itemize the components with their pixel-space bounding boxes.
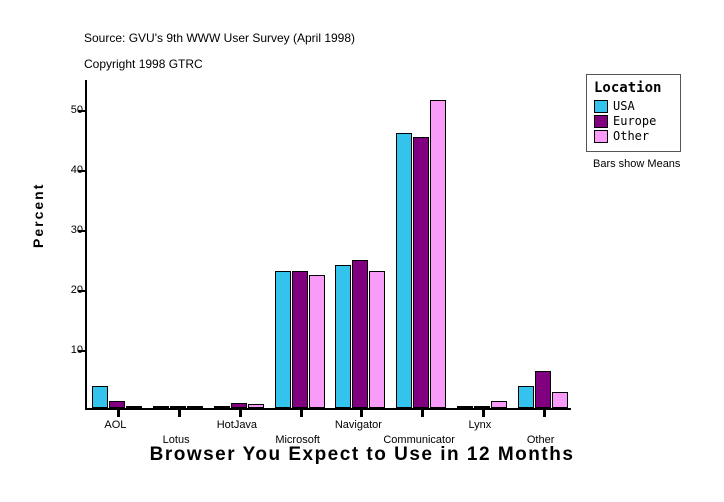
y-axis-tick-label: 20 [70, 284, 83, 296]
bar-group [153, 80, 204, 408]
y-axis-title: Percent [30, 182, 46, 248]
bar-group [517, 80, 568, 408]
bar [396, 133, 413, 408]
x-axis-tick [481, 408, 485, 417]
bar [534, 371, 551, 408]
bar [369, 271, 386, 408]
bar [187, 406, 204, 408]
x-axis-category-label: Other [526, 434, 555, 446]
x-axis-tick [299, 408, 303, 417]
bar-group [274, 80, 325, 408]
bar [413, 137, 430, 408]
x-axis-category-label: Communicator [383, 434, 455, 446]
legend-swatch [594, 129, 608, 143]
bar [430, 100, 447, 408]
y-axis-tick [78, 290, 87, 292]
y-axis-tick-label: 50 [70, 104, 83, 116]
bar [170, 406, 187, 408]
bar [551, 392, 568, 408]
legend-item-label: Europe [613, 114, 657, 128]
legend-item: Other [594, 129, 673, 143]
y-axis-tick-label: 30 [70, 224, 83, 236]
bar-group [456, 80, 507, 408]
x-axis-category-label: Navigator [334, 419, 382, 431]
y-axis-tick-label: 10 [70, 344, 83, 356]
bar [335, 264, 352, 408]
bar-group [396, 80, 447, 408]
bar [352, 260, 369, 408]
bar [291, 271, 308, 408]
y-axis-tick [78, 230, 87, 232]
bar [213, 406, 230, 408]
legend-item: USA [594, 99, 673, 113]
x-axis-category-label: Lotus [162, 434, 190, 446]
y-axis-tick-label: 40 [70, 164, 83, 176]
x-axis-category-label: HotJava [216, 419, 258, 431]
legend-swatch [594, 99, 608, 113]
x-axis-category-label: Lynx [468, 419, 492, 431]
bar [92, 386, 109, 408]
bar [473, 406, 490, 408]
y-axis-tick [78, 350, 87, 352]
x-axis-tick [542, 408, 546, 417]
bar-group [335, 80, 386, 408]
plot-area [87, 80, 571, 408]
legend-item-label: Other [613, 129, 650, 143]
bar [517, 386, 534, 408]
copyright-caption: Copyright 1998 GTRC [84, 57, 203, 71]
y-axis-tick [78, 170, 87, 172]
bar [490, 401, 507, 408]
legend-title: Location [594, 80, 662, 96]
x-axis-tick [178, 408, 182, 417]
x-axis-tick [238, 408, 242, 417]
x-axis-tick [360, 408, 364, 417]
source-caption: Source: GVU's 9th WWW User Survey (April… [84, 31, 356, 45]
bar [456, 405, 473, 408]
x-axis-category-label: Microsoft [275, 434, 320, 446]
y-axis-tick [78, 110, 87, 112]
plot-frame: 10 20 30 40 50 [71, 80, 571, 417]
x-axis-tick [117, 408, 121, 417]
bar-group [92, 80, 143, 408]
x-axis-tick [421, 408, 425, 417]
legend-entries: USA Europe Other [594, 99, 673, 143]
bar-group [213, 80, 264, 408]
x-axis-category-label: AOL [104, 419, 127, 431]
legend-note: Bars show Means [593, 158, 681, 170]
bar [109, 401, 126, 408]
legend-item: Europe [594, 114, 673, 128]
bar [153, 406, 170, 408]
bar [308, 274, 325, 408]
bar [230, 403, 247, 408]
bar [247, 404, 264, 408]
bar [274, 271, 291, 408]
bar [126, 406, 143, 408]
legend-item-label: USA [613, 99, 635, 113]
x-axis-title: Browser You Expect to Use in 12 Months [149, 444, 575, 465]
legend-swatch [594, 114, 608, 128]
legend: Location USA Europe Other [586, 74, 681, 152]
